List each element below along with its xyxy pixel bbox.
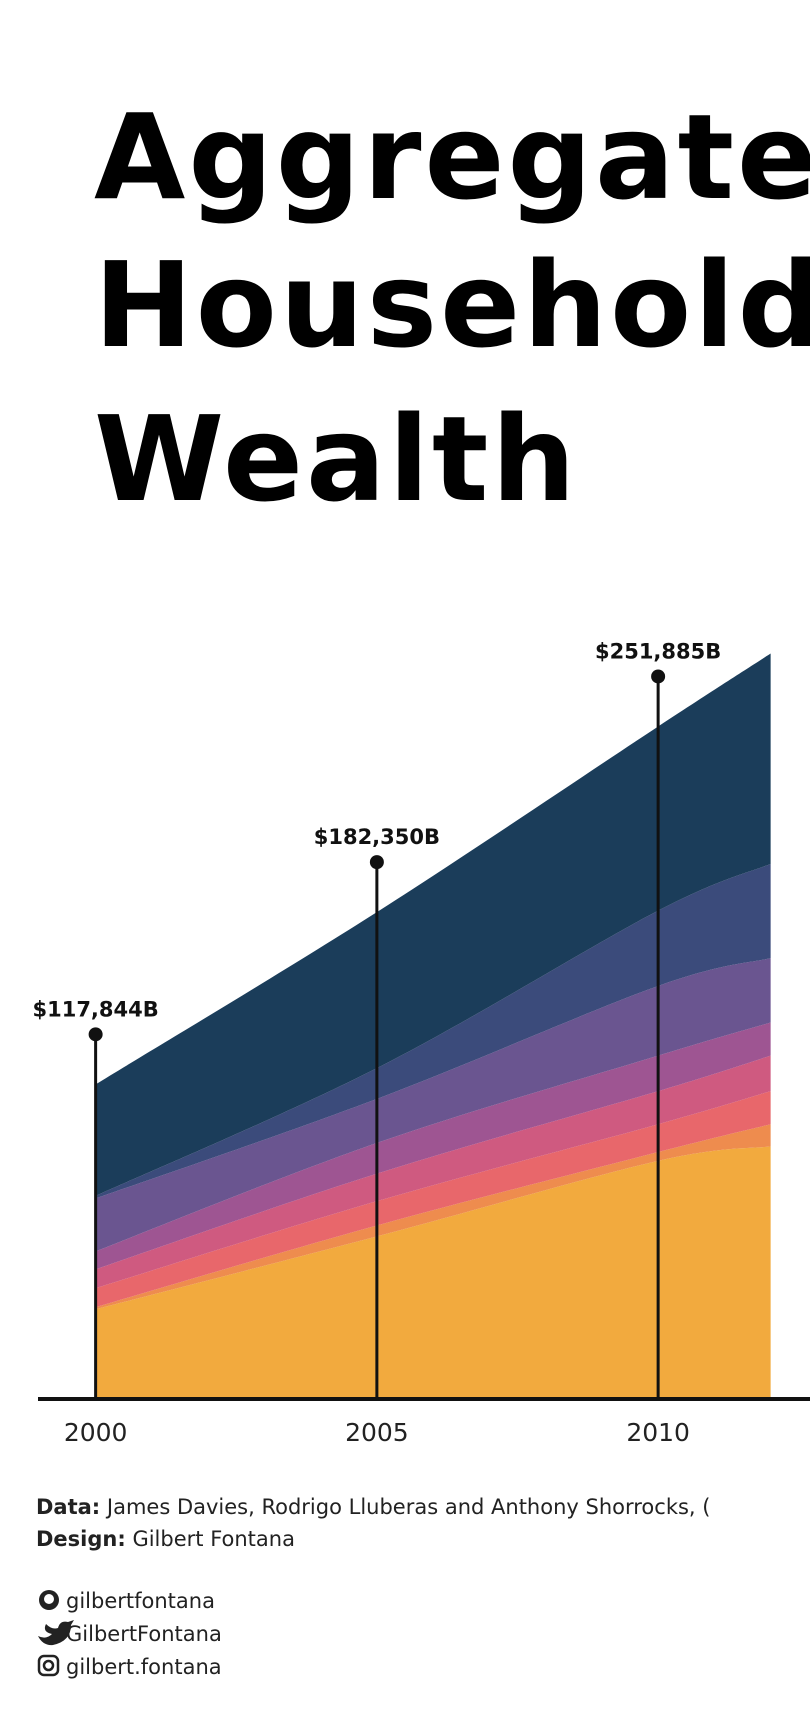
- twitter-icon: [38, 1620, 74, 1646]
- area-layer: [95, 1146, 771, 1399]
- total-label: $117,844B: [32, 997, 158, 1021]
- x-tick-label: 2010: [626, 1418, 690, 1447]
- area-layer: [95, 1022, 771, 1270]
- area-layer: [95, 1055, 771, 1289]
- area-layer: [95, 1091, 771, 1308]
- credit-design: Design: Gilbert Fontana: [36, 1527, 295, 1551]
- total-dot: [88, 1027, 103, 1042]
- total-dot: [651, 669, 666, 684]
- total-label: $251,885B: [595, 639, 721, 663]
- title-line: Aggregate: [94, 88, 810, 226]
- instagram-icon: [37, 1654, 60, 1677]
- credit-label: Design:: [36, 1527, 126, 1551]
- title-line: Wealth: [94, 390, 578, 528]
- total-label: $182,350B: [314, 825, 440, 849]
- github-icon: [39, 1590, 59, 1610]
- area-layer: [95, 653, 771, 1196]
- x-tick-label: 2005: [345, 1418, 409, 1447]
- area-layer: [95, 1124, 771, 1310]
- area-layer: [95, 863, 771, 1199]
- social-handle: gilbertfontana: [66, 1589, 215, 1613]
- title-line: Household: [94, 236, 810, 374]
- x-tick-label: 2000: [64, 1418, 128, 1447]
- total-dot: [369, 855, 384, 870]
- credit-data: Data: James Davies, Rodrigo Lluberas and…: [36, 1495, 710, 1519]
- social-handle: gilbert.fontana: [66, 1655, 222, 1679]
- credit-label: Data:: [36, 1495, 100, 1519]
- area-layer: [95, 958, 771, 1252]
- credit-text: James Davies, Rodrigo Lluberas and Antho…: [105, 1495, 711, 1519]
- plot: 2000 2005 2010 $117,844B $182,350B $251,885B: [32, 639, 810, 1447]
- social-handle: GilbertFontana: [66, 1622, 222, 1646]
- credit-text: Gilbert Fontana: [132, 1527, 295, 1551]
